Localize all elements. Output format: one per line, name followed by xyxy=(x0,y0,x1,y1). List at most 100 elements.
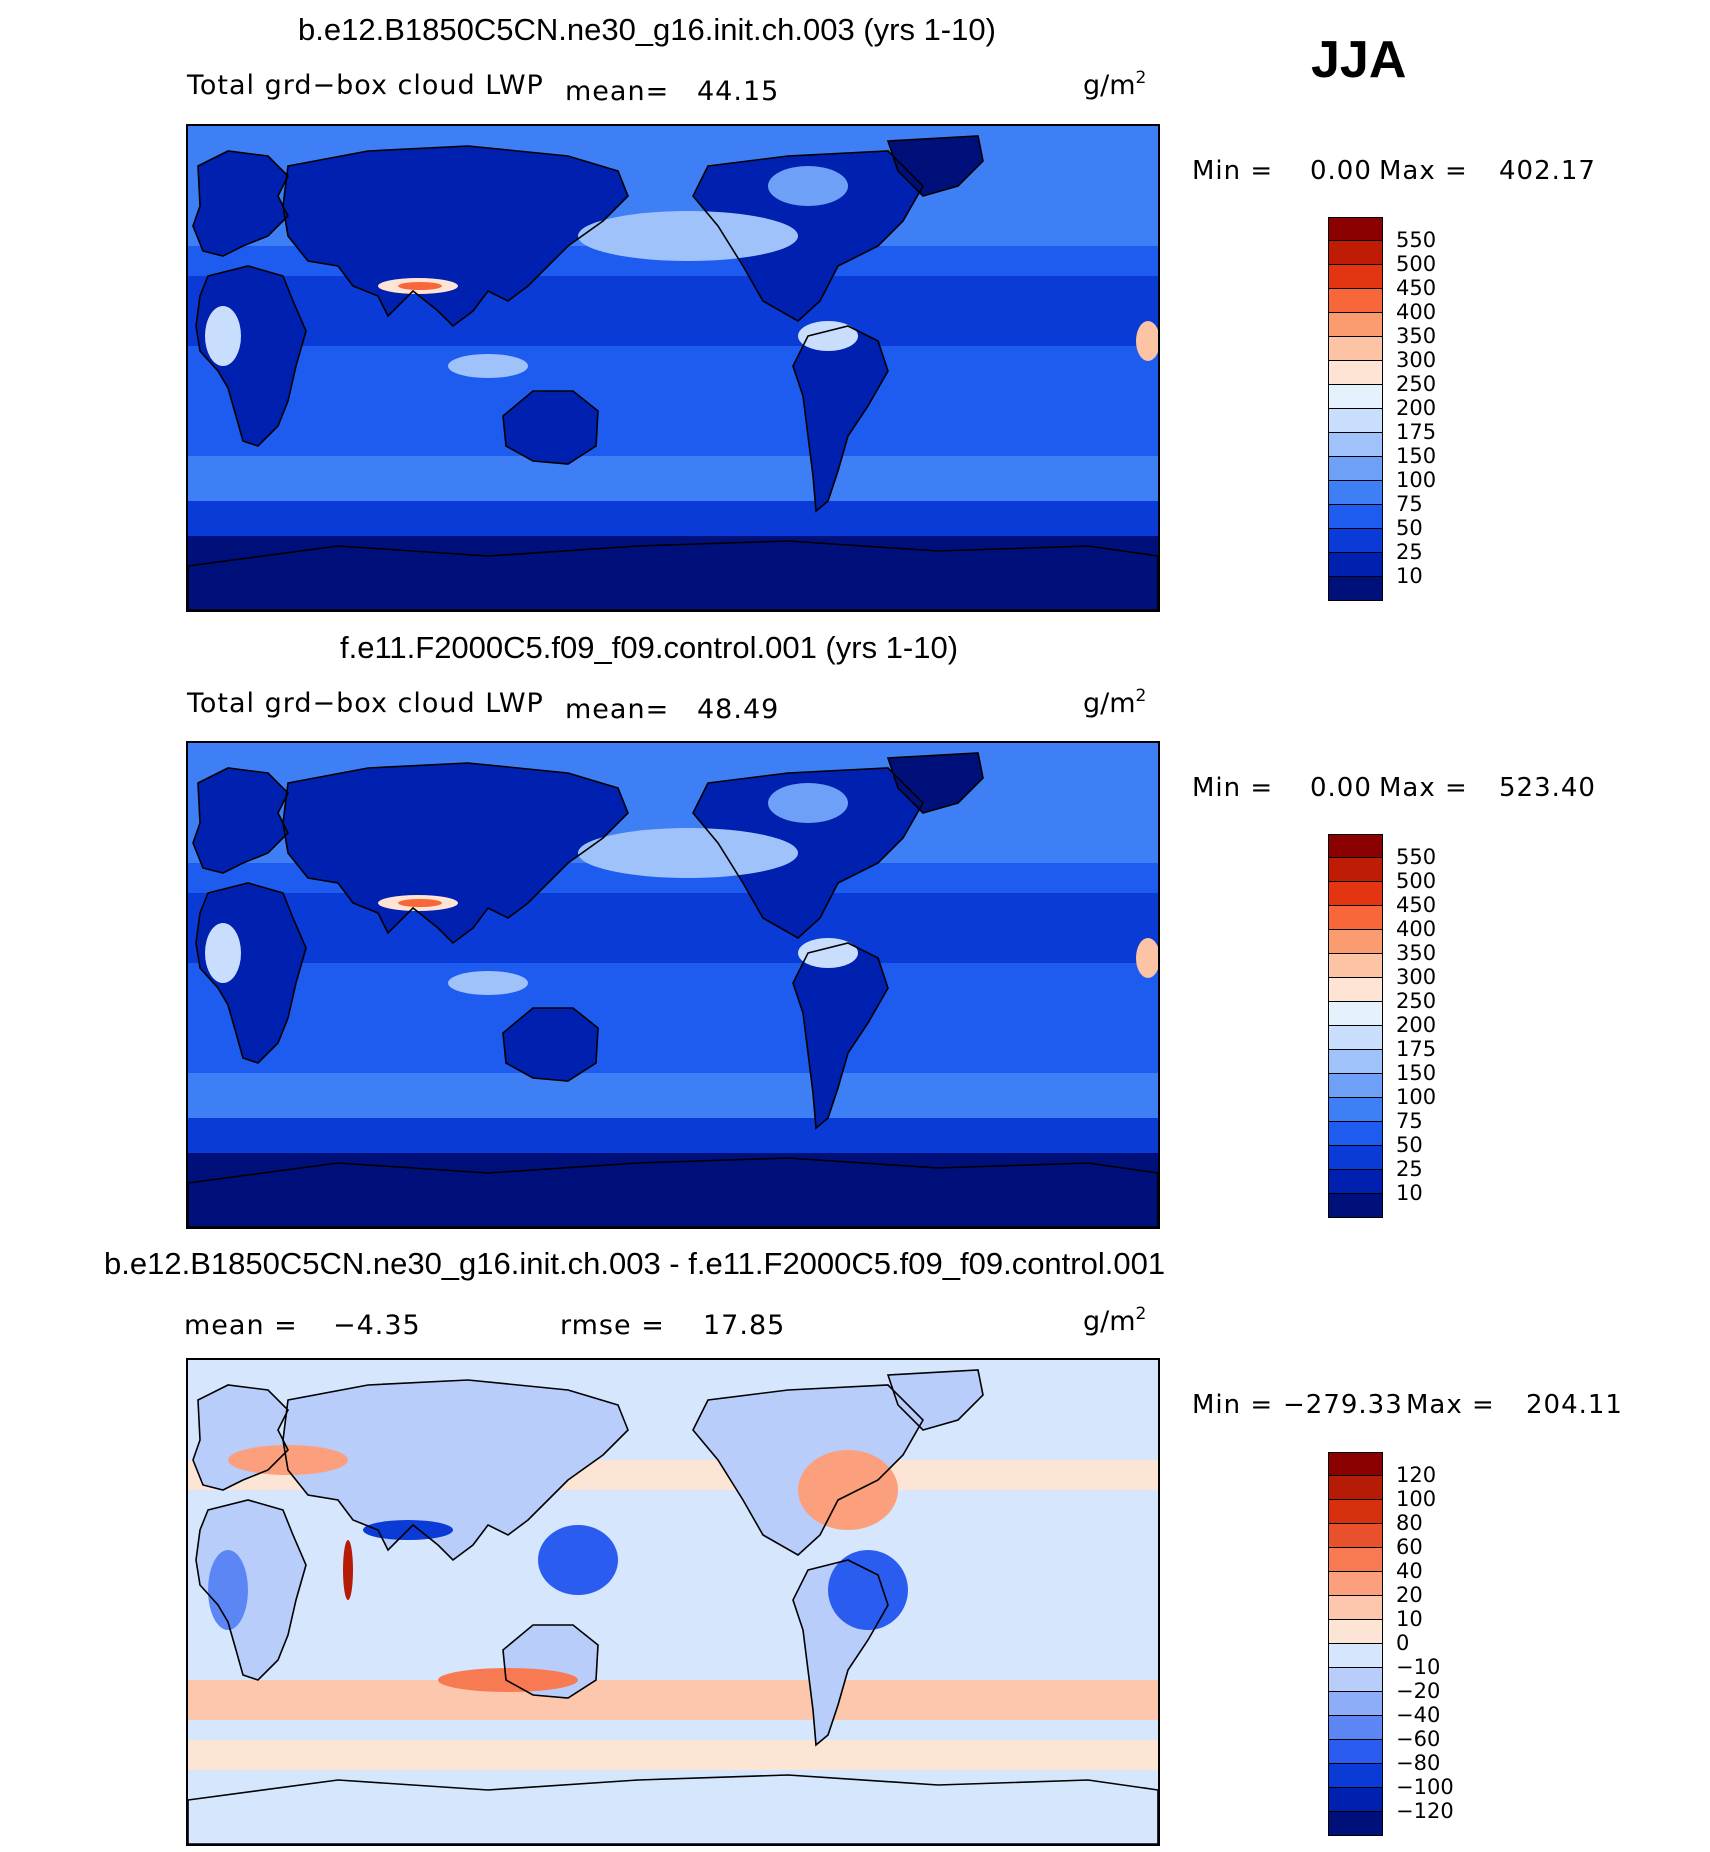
panel1-units: g/m2 xyxy=(1083,68,1147,101)
colorbar-swatch xyxy=(1328,217,1383,241)
panel2-units: g/m2 xyxy=(1083,686,1147,719)
panel3-mean-label: mean = xyxy=(184,1310,298,1341)
colorbar-swatch xyxy=(1328,433,1383,457)
colorbar-tick-label: −20 xyxy=(1396,1679,1441,1703)
colorbar-tick-label: 200 xyxy=(1396,396,1437,420)
panel3-colorbar: 120 100 80 60 40 20 10 0 −10 −20 −40 −60 −80 −100 −120 xyxy=(1328,1452,1454,1836)
panel3-mean-value: −4.35 xyxy=(333,1310,421,1341)
colorbar-tick-label: 100 xyxy=(1396,468,1437,492)
panel2-mean-label: mean= xyxy=(565,694,670,725)
colorbar-swatch xyxy=(1328,1644,1383,1668)
colorbar-swatch xyxy=(1328,906,1383,930)
colorbar-tick-label: 500 xyxy=(1396,869,1437,893)
panel2-mean-value: 48.49 xyxy=(697,694,780,725)
colorbar-tick-label: −80 xyxy=(1396,1751,1441,1775)
colorbar-tick-label: 150 xyxy=(1396,1061,1437,1085)
colorbar-tick-label: 200 xyxy=(1396,1013,1437,1037)
colorbar-swatch xyxy=(1328,1500,1383,1524)
colorbar-tick-label: 40 xyxy=(1396,1559,1423,1583)
colorbar-swatch xyxy=(1328,1524,1383,1548)
colorbar-tick-label: −120 xyxy=(1396,1799,1454,1823)
panel3-min-value: −279.33 xyxy=(1283,1390,1403,1420)
panel2-title: f.e11.F2000C5.f09_f09.control.001 (yrs 1… xyxy=(340,630,959,665)
panel1-map-field xyxy=(188,126,1158,610)
colorbar-swatch xyxy=(1328,1596,1383,1620)
colorbar-swatch xyxy=(1328,385,1383,409)
colorbar-tick-label: −40 xyxy=(1396,1703,1441,1727)
colorbar-swatch xyxy=(1328,505,1383,529)
colorbar-swatch xyxy=(1328,1074,1383,1098)
colorbar-tick-label: 10 xyxy=(1396,564,1423,588)
colorbar-tick-label: 550 xyxy=(1396,228,1437,252)
panel1-colorbar: 550 500 450 400 350 300 250 200 175 150 100 75 50 25 1… xyxy=(1328,217,1436,601)
colorbar-tick-label: 50 xyxy=(1396,1133,1423,1157)
colorbar-tick-label: 350 xyxy=(1396,941,1437,965)
colorbar-swatch xyxy=(1328,1740,1383,1764)
colorbar-swatch xyxy=(1328,978,1383,1002)
panel3-title: b.e12.B1850C5CN.ne30_g16.init.ch.003 - f… xyxy=(104,1246,1166,1281)
colorbar-tick-label: −100 xyxy=(1396,1775,1454,1799)
panel3-rmse-value: 17.85 xyxy=(703,1310,786,1341)
panel1-min-value: 0.00 xyxy=(1310,156,1372,186)
panel1-title: b.e12.B1850C5CN.ne30_g16.init.ch.003 (yr… xyxy=(298,12,996,47)
colorbar-swatch xyxy=(1328,930,1383,954)
colorbar-swatch xyxy=(1328,1098,1383,1122)
panel1-mean-value: 44.15 xyxy=(697,76,780,107)
colorbar-swatch xyxy=(1328,858,1383,882)
colorbar-swatch xyxy=(1328,337,1383,361)
colorbar-swatch xyxy=(1328,553,1383,577)
colorbar-tick-label: 0 xyxy=(1396,1631,1410,1655)
colorbar-tick-label: 100 xyxy=(1396,1085,1437,1109)
colorbar-swatch xyxy=(1328,361,1383,385)
colorbar-swatch xyxy=(1328,1716,1383,1740)
colorbar-swatch xyxy=(1328,409,1383,433)
colorbar-swatch xyxy=(1328,1122,1383,1146)
colorbar-tick-label: 50 xyxy=(1396,516,1423,540)
panel2-max-value: 523.40 xyxy=(1499,773,1596,803)
colorbar-swatch xyxy=(1328,882,1383,906)
colorbar-tick-label: 20 xyxy=(1396,1583,1423,1607)
colorbar-swatch xyxy=(1328,265,1383,289)
panel3-map xyxy=(186,1358,1160,1846)
colorbar-swatch xyxy=(1328,1002,1383,1026)
colorbar-swatch xyxy=(1328,1146,1383,1170)
panel3-units: g/m2 xyxy=(1083,1304,1147,1337)
colorbar-swatch xyxy=(1328,954,1383,978)
colorbar-tick-label: 175 xyxy=(1396,420,1437,444)
colorbar-swatch xyxy=(1328,1812,1383,1836)
colorbar-tick-label: 300 xyxy=(1396,348,1437,372)
colorbar-swatch xyxy=(1328,1668,1383,1692)
panel3-min-label: Min = xyxy=(1192,1390,1274,1420)
colorbar-swatch xyxy=(1328,1170,1383,1194)
colorbar-swatch xyxy=(1328,457,1383,481)
colorbar-swatch xyxy=(1328,1452,1383,1476)
colorbar-swatch xyxy=(1328,313,1383,337)
panel1-max-value: 402.17 xyxy=(1499,156,1596,186)
panel1-mean-label: mean= xyxy=(565,76,670,107)
panel1-max-label: Max = xyxy=(1379,156,1468,186)
colorbar-tick-label: 10 xyxy=(1396,1181,1423,1205)
colorbar-swatch xyxy=(1328,1476,1383,1500)
colorbar-swatch xyxy=(1328,1026,1383,1050)
season-label: JJA xyxy=(1311,31,1407,89)
colorbar-swatch xyxy=(1328,577,1383,601)
colorbar-tick-label: 250 xyxy=(1396,989,1437,1013)
colorbar-swatch xyxy=(1328,1548,1383,1572)
colorbar-swatch xyxy=(1328,1620,1383,1644)
colorbar-tick-label: 10 xyxy=(1396,1607,1423,1631)
colorbar-swatch xyxy=(1328,1788,1383,1812)
colorbar-swatch xyxy=(1328,289,1383,313)
panel3-map-field xyxy=(188,1360,1158,1844)
panel1-variable: Total grd−box cloud LWP xyxy=(187,70,544,101)
colorbar-tick-label: 150 xyxy=(1396,444,1437,468)
colorbar-tick-label: 350 xyxy=(1396,324,1437,348)
colorbar-tick-label: 75 xyxy=(1396,1109,1423,1133)
panel3-rmse-label: rmse = xyxy=(560,1310,665,1341)
colorbar-tick-label: 550 xyxy=(1396,845,1437,869)
colorbar-tick-label: 450 xyxy=(1396,893,1437,917)
colorbar-tick-label: 25 xyxy=(1396,540,1423,564)
colorbar-tick-label: 25 xyxy=(1396,1157,1423,1181)
panel2-min-label: Min = xyxy=(1192,773,1274,803)
colorbar-tick-label: 250 xyxy=(1396,372,1437,396)
panel2-min-value: 0.00 xyxy=(1310,773,1372,803)
